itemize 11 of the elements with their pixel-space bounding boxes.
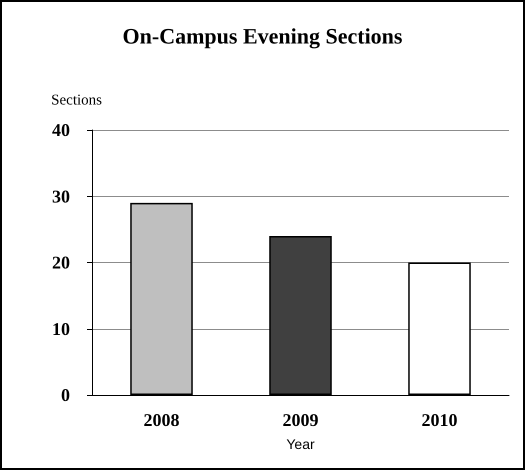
- y-axis-title: Sections: [51, 92, 102, 108]
- y-tick-label: 30: [52, 186, 70, 206]
- x-tick-label: 2008: [144, 410, 180, 430]
- chart-title: On-Campus Evening Sections: [122, 24, 403, 48]
- y-tick-label: 10: [52, 318, 70, 339]
- y-tick-label: 0: [61, 385, 70, 405]
- x-tick-label: 2010: [422, 410, 458, 430]
- y-tick-label: 20: [52, 252, 70, 272]
- x-tick-label: 2009: [282, 410, 318, 430]
- y-tick-label: 40: [52, 120, 70, 140]
- x-axis-title: Year: [286, 436, 315, 452]
